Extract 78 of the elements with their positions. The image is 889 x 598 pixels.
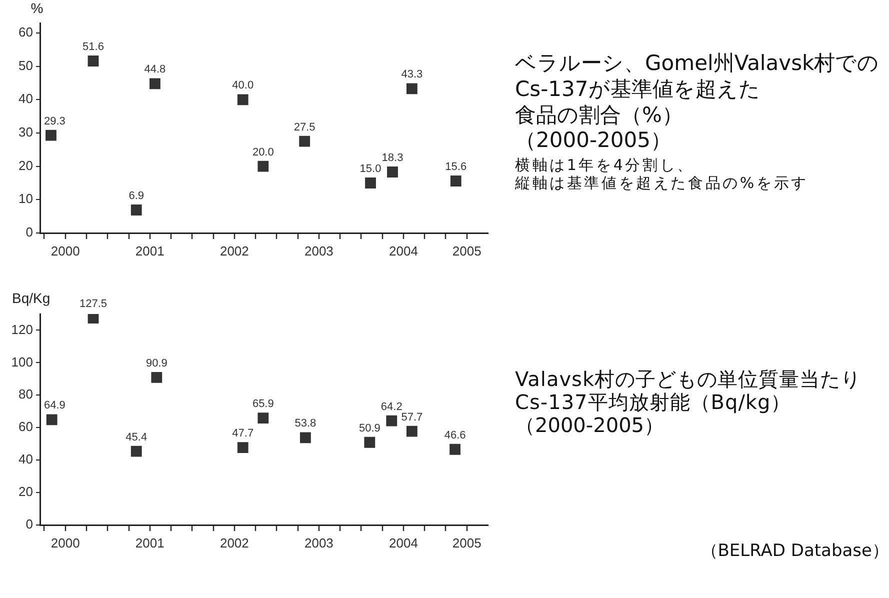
point: [150, 78, 160, 90]
x-tick-label: 2002: [220, 535, 249, 550]
data-label: 64.9: [44, 400, 66, 412]
x-tick-label: 2001: [135, 535, 164, 550]
point: [46, 414, 58, 426]
x-tick-label: 2002: [220, 243, 249, 258]
y-axis-title: %: [30, 0, 44, 16]
point: [299, 136, 310, 147]
y-tick-label: 30: [18, 124, 33, 140]
y-tick-label: 10: [18, 191, 33, 206]
data-label: 47.7: [232, 428, 254, 440]
data-label: 64.2: [380, 400, 402, 413]
point: [88, 314, 99, 324]
data-label: 6.9: [128, 190, 144, 202]
y-tick-label: 60: [18, 24, 33, 40]
data-label: 43.3: [401, 68, 423, 81]
point: [237, 94, 248, 106]
data-label: 18.3: [382, 152, 404, 164]
data-label: 15.0: [360, 163, 382, 176]
data-label: 40.0: [232, 80, 254, 92]
y-axis-title: Bq/Kg: [12, 290, 52, 306]
point: [151, 372, 162, 383]
data-label: 65.9: [252, 398, 274, 410]
point: [258, 160, 269, 172]
x-tick-label: 2003: [304, 535, 334, 550]
point: [406, 426, 418, 437]
point: [300, 432, 311, 444]
y-tick-label: 100: [11, 354, 33, 370]
y-tick-label: 120: [11, 322, 33, 337]
y-tick-label: 60: [18, 419, 33, 434]
point: [130, 204, 142, 216]
x-tick-label: 2005: [452, 535, 482, 550]
data-label: 27.5: [294, 121, 316, 134]
x-tick-label: 2004: [389, 535, 418, 550]
x-tick-label: 2001: [135, 243, 164, 258]
x-tick-label: 2004: [389, 243, 418, 258]
point: [450, 444, 460, 455]
point: [364, 436, 376, 448]
x-tick-label: 2000: [50, 535, 80, 550]
y-tick-label: 20: [18, 484, 33, 500]
data-label: 90.9: [146, 357, 168, 370]
point: [387, 166, 398, 178]
text: （BELRAD Database）: [700, 540, 889, 562]
y-tick-label: 40: [18, 452, 33, 467]
point: [450, 176, 462, 186]
point: [365, 178, 376, 188]
text: ベラルーシ、Gomel州Valavsk村でのCs-137が基準値を超えた食品の割合（%）: [515, 50, 880, 128]
point: [237, 442, 248, 454]
x-tick-label: 2000: [50, 243, 80, 258]
text: 横軸は1年を4分割し、縦軸は基準値を超えた食品の%を示す: [515, 156, 810, 192]
data-label: 53.8: [294, 418, 316, 430]
y-tick-label: 0: [26, 224, 33, 240]
x-tick-label: 2003: [304, 243, 334, 258]
y-tick-label: 80: [18, 386, 33, 402]
data-label: 15.6: [445, 161, 467, 174]
data-label: 51.6: [82, 41, 104, 54]
point: [130, 446, 142, 457]
text: （2000-2005）: [515, 128, 672, 152]
data-label: 44.8: [144, 64, 166, 76]
point: [386, 415, 398, 426]
data-label: 45.4: [126, 431, 148, 444]
point: [88, 56, 99, 66]
y-tick-label: 20: [18, 158, 33, 173]
data-label: 50.9: [358, 422, 380, 434]
point: [258, 412, 269, 424]
text: （2000-2005）: [515, 413, 666, 437]
x-tick-label: 2005: [452, 243, 482, 258]
point: [46, 130, 56, 141]
data-label: 29.3: [44, 115, 66, 128]
point: [406, 83, 418, 94]
text: Valavsk村の子どもの単位質量当たりCs-137平均放射能（Bq/kg）: [515, 367, 862, 414]
data-label: 46.6: [444, 429, 466, 442]
y-tick-label: 0: [26, 516, 33, 532]
data-label: 20.0: [252, 146, 274, 158]
data-label: 57.7: [401, 411, 423, 424]
y-tick-label: 40: [18, 91, 33, 106]
data-label: 127.5: [79, 298, 108, 310]
y-tick-label: 50: [18, 58, 33, 73]
